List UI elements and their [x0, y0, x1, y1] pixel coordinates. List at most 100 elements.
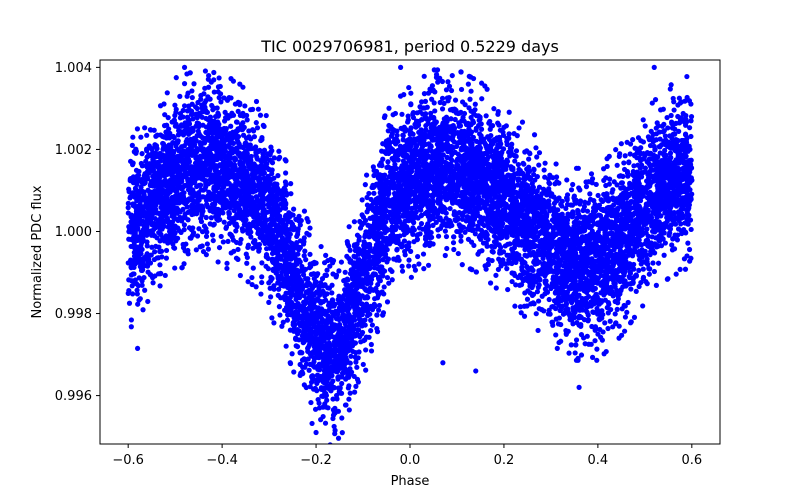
- data-point: [553, 161, 559, 167]
- data-point: [583, 184, 590, 190]
- data-point: [653, 125, 659, 131]
- data-point: [575, 357, 581, 363]
- data-point: [144, 243, 150, 249]
- data-point: [443, 233, 450, 240]
- data-point: [348, 353, 354, 359]
- data-point: [363, 367, 369, 373]
- data-point: [127, 195, 133, 201]
- data-point: [647, 142, 654, 149]
- data-point: [570, 181, 576, 188]
- data-point: [346, 396, 352, 402]
- data-point: [521, 161, 527, 167]
- data-point: [636, 267, 642, 274]
- data-point: [467, 96, 473, 102]
- data-point: [522, 290, 528, 296]
- data-point: [135, 301, 141, 307]
- data-point: [628, 286, 634, 292]
- data-point: [688, 114, 695, 120]
- data-point: [143, 158, 149, 164]
- data-point: [389, 268, 395, 275]
- data-point: [157, 248, 163, 255]
- data-point: [235, 139, 241, 145]
- data-point: [140, 307, 146, 313]
- data-point: [225, 115, 231, 121]
- data-point: [435, 79, 441, 85]
- data-point: [568, 342, 574, 348]
- data-point: [226, 220, 232, 227]
- data-point: [625, 173, 631, 179]
- data-point: [250, 245, 256, 251]
- data-point: [196, 189, 202, 196]
- data-point: [288, 181, 294, 187]
- data-point: [485, 236, 491, 243]
- data-point: [216, 244, 223, 251]
- data-point: [276, 304, 282, 310]
- data-point: [534, 289, 541, 295]
- data-point: [493, 285, 499, 291]
- data-point: [400, 137, 406, 143]
- data-point: [416, 261, 422, 267]
- data-point: [255, 106, 261, 112]
- data-point: [224, 265, 230, 272]
- data-point: [346, 224, 352, 230]
- data-point: [506, 109, 512, 115]
- data-point: [251, 134, 258, 140]
- data-point: [125, 200, 131, 206]
- data-point: [198, 215, 204, 222]
- data-point: [345, 241, 351, 247]
- data-point: [542, 160, 548, 166]
- data-point: [630, 137, 636, 143]
- data-point: [267, 285, 273, 291]
- data-point: [200, 122, 206, 128]
- data-point: [640, 117, 646, 123]
- data-point: [248, 107, 254, 113]
- data-point: [157, 262, 163, 268]
- data-point: [439, 222, 445, 229]
- data-point: [405, 144, 411, 150]
- data-point: [650, 260, 656, 266]
- data-point: [244, 117, 250, 123]
- data-point: [177, 93, 183, 99]
- data-point: [271, 155, 277, 161]
- data-point: [211, 69, 217, 76]
- data-point: [631, 314, 638, 320]
- data-point: [671, 107, 677, 113]
- data-point: [221, 219, 227, 225]
- data-point: [546, 296, 552, 303]
- data-point: [351, 219, 358, 225]
- data-point: [218, 233, 224, 240]
- data-point: [539, 293, 545, 299]
- data-point: [369, 322, 375, 328]
- data-point: [330, 412, 337, 418]
- data-point: [619, 332, 625, 338]
- data-point: [181, 103, 188, 109]
- data-point: [624, 309, 630, 315]
- data-point: [288, 191, 294, 197]
- data-point: [195, 128, 201, 134]
- data-point: [342, 269, 348, 275]
- data-point: [483, 113, 489, 119]
- data-point: [644, 226, 650, 232]
- data-point: [462, 229, 468, 235]
- data-point: [620, 184, 627, 191]
- data-point: [651, 268, 657, 275]
- data-point: [374, 325, 380, 332]
- data-point: [142, 287, 148, 293]
- data-point: [461, 110, 468, 117]
- data-point: [385, 159, 391, 165]
- data-point: [422, 98, 429, 104]
- data-point: [595, 192, 601, 199]
- data-point: [350, 348, 356, 355]
- data-point: [202, 68, 209, 74]
- data-point: [566, 350, 572, 356]
- data-point: [419, 117, 425, 123]
- data-point: [394, 132, 400, 138]
- data-point: [385, 128, 391, 134]
- data-point: [604, 156, 610, 162]
- data-point: [448, 87, 455, 94]
- data-point: [512, 303, 518, 309]
- data-point: [459, 212, 465, 218]
- data-point: [496, 256, 502, 262]
- data-point: [150, 280, 156, 286]
